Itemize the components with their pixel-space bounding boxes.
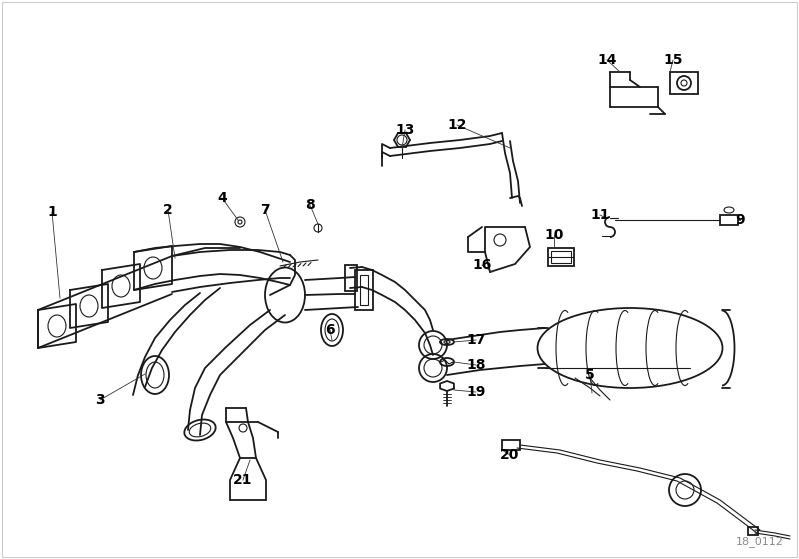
Bar — [748, 527, 758, 535]
Bar — [670, 72, 698, 94]
Text: 18_0112: 18_0112 — [736, 536, 784, 547]
Text: 4: 4 — [217, 191, 227, 205]
Text: 2: 2 — [163, 203, 173, 217]
Bar — [355, 270, 373, 310]
Text: 3: 3 — [95, 393, 105, 407]
Bar — [502, 440, 520, 450]
Text: 10: 10 — [544, 228, 563, 242]
Text: 12: 12 — [447, 118, 467, 132]
Text: 16: 16 — [472, 258, 491, 272]
Text: 7: 7 — [260, 203, 270, 217]
Text: 17: 17 — [467, 333, 486, 347]
Text: 1: 1 — [47, 205, 57, 219]
Text: 21: 21 — [233, 473, 252, 487]
Text: 9: 9 — [735, 213, 745, 227]
Text: 13: 13 — [396, 123, 415, 137]
Text: 20: 20 — [500, 448, 519, 462]
Bar — [360, 275, 368, 305]
Bar — [548, 248, 574, 266]
Text: 15: 15 — [663, 53, 683, 67]
Bar — [345, 265, 357, 291]
Bar — [720, 215, 738, 225]
Text: 5: 5 — [585, 368, 595, 382]
Text: 19: 19 — [467, 385, 486, 399]
Text: 6: 6 — [325, 323, 335, 337]
Text: 18: 18 — [467, 358, 486, 372]
Text: 11: 11 — [590, 208, 610, 222]
Text: 8: 8 — [305, 198, 315, 212]
Text: 14: 14 — [597, 53, 617, 67]
Bar — [551, 251, 571, 263]
